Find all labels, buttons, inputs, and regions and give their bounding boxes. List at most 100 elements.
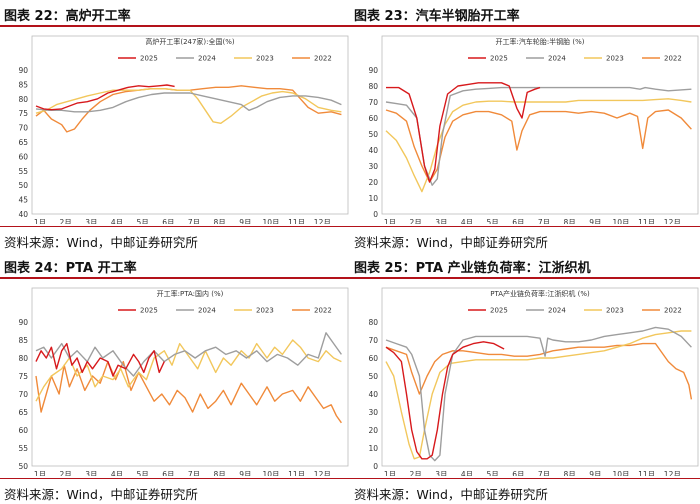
x-tick-label: 10月 xyxy=(612,470,629,476)
legend-label-2024: 2024 xyxy=(548,55,566,63)
source-rule xyxy=(350,478,700,479)
x-tick-label: 12月 xyxy=(314,470,331,476)
x-tick-label: 1月 xyxy=(384,470,396,476)
y-tick-label: 50 xyxy=(18,181,28,190)
x-tick-label: 5月 xyxy=(487,218,499,224)
chart-panel-pta: 图表 24：PTA 开工率 开工率:PTA:国内 (%) 2025 2024 2023… xyxy=(0,252,350,504)
legend-label-2022: 2022 xyxy=(664,55,682,63)
x-tick-label: 8月 xyxy=(564,218,576,224)
y-tick-label: 40 xyxy=(18,210,28,219)
y-tick-label: 40 xyxy=(368,390,378,399)
x-tick-label: 11月 xyxy=(638,470,655,476)
y-tick-label: 45 xyxy=(18,196,28,205)
x-tick-label: 10月 xyxy=(612,218,629,224)
y-tick-label: 75 xyxy=(18,372,28,381)
chart-plot: 高炉开工率(247家):全国(%) 2025 2024 2023 2022 40 45 50 5… xyxy=(18,35,349,224)
source-note: 资料来源：Wind，中邮证券研究所 xyxy=(4,487,198,502)
legend-label-2023: 2023 xyxy=(606,307,624,315)
y-tick-label: 10 xyxy=(368,444,378,453)
chart-panel-blast-furnace: 图表 22：高炉开工率 高炉开工率(247家):全国(%) 2025 2024 202… xyxy=(0,0,350,252)
y-tick-label: 65 xyxy=(18,408,28,417)
x-tick-label: 12月 xyxy=(314,218,331,224)
series-line-2025 xyxy=(386,82,541,183)
panel-title: 图表 23：汽车半钢胎开工率 xyxy=(354,9,520,24)
y-tick-label: 50 xyxy=(368,130,378,139)
x-tick-label: 3月 xyxy=(435,218,447,224)
series-line-2024 xyxy=(385,86,692,186)
x-tick-label: 1月 xyxy=(34,470,46,476)
series-line-2025 xyxy=(35,342,165,377)
x-tick-label: 10月 xyxy=(262,218,279,224)
plot-frame xyxy=(381,35,699,215)
y-tick-label: 80 xyxy=(18,95,28,104)
y-tick-label: 20 xyxy=(368,426,378,435)
x-tick-label: 11月 xyxy=(288,470,305,476)
legend-label-2025: 2025 xyxy=(490,307,508,315)
x-tick-label: 9月 xyxy=(239,470,251,476)
x-tick-label: 12月 xyxy=(664,470,681,476)
y-tick-label: 85 xyxy=(18,80,28,89)
y-tick-label: 30 xyxy=(368,162,378,171)
legend-label-2024: 2024 xyxy=(198,307,216,315)
y-tick-label: 85 xyxy=(18,336,28,345)
series-line-2022 xyxy=(385,342,693,400)
source-rule xyxy=(0,226,350,227)
y-tick-label: 90 xyxy=(368,66,378,75)
chart-title: 高炉开工率(247家):全国(%) xyxy=(145,37,235,46)
source-note: 资料来源：Wind，中邮证券研究所 xyxy=(354,487,548,502)
legend-label-2024: 2024 xyxy=(198,55,216,63)
x-tick-label: 5月 xyxy=(487,470,499,476)
plot-frame xyxy=(381,287,699,467)
series-line-2024 xyxy=(35,332,342,377)
x-tick-label: 10月 xyxy=(262,470,279,476)
y-tick-label: 60 xyxy=(18,426,28,435)
title-rule xyxy=(0,25,350,27)
legend-label-2025: 2025 xyxy=(490,55,508,63)
legend-label-2023: 2023 xyxy=(606,55,624,63)
x-tick-label: 9月 xyxy=(589,218,601,224)
legend-label-2023: 2023 xyxy=(256,55,274,63)
plot-frame xyxy=(31,287,349,467)
legend-label-2022: 2022 xyxy=(314,307,332,315)
x-tick-label: 4月 xyxy=(111,470,123,476)
x-tick-label: 7月 xyxy=(188,470,200,476)
y-tick-label: 80 xyxy=(18,354,28,363)
x-tick-label: 2月 xyxy=(410,470,422,476)
x-tick-label: 7月 xyxy=(188,218,200,224)
plot-frame xyxy=(31,35,349,215)
x-tick-label: 9月 xyxy=(239,218,251,224)
x-tick-label: 2月 xyxy=(60,470,72,476)
x-tick-label: 6月 xyxy=(162,218,174,224)
y-tick-label: 90 xyxy=(18,318,28,327)
y-tick-label: 70 xyxy=(368,336,378,345)
series-line-2025 xyxy=(385,341,505,460)
x-tick-label: 2月 xyxy=(60,218,72,224)
x-tick-label: 4月 xyxy=(461,470,473,476)
panel-title: 图表 25：PTA 产业链负荷率：江浙织机 xyxy=(354,261,591,276)
legend-label-2022: 2022 xyxy=(314,55,332,63)
x-tick-label: 3月 xyxy=(85,470,97,476)
y-tick-label: 65 xyxy=(18,138,28,147)
x-tick-label: 2月 xyxy=(410,218,422,224)
legend-label-2025: 2025 xyxy=(140,307,158,315)
series-line-2023 xyxy=(35,339,342,402)
x-tick-label: 6月 xyxy=(512,470,524,476)
chart-plot: 开工率:汽车轮胎:半钢胎 (%) 2025 2024 2023 2022 0 10 20 30 4… xyxy=(368,35,699,224)
chart-title: 开工率:汽车轮胎:半钢胎 (%) xyxy=(495,37,584,46)
y-tick-label: 40 xyxy=(368,146,378,155)
y-tick-label: 30 xyxy=(368,408,378,417)
y-tick-label: 60 xyxy=(18,152,28,161)
x-tick-label: 1月 xyxy=(384,218,396,224)
panel-title: 图表 24：PTA 开工率 xyxy=(4,261,137,276)
y-tick-label: 60 xyxy=(368,114,378,123)
y-tick-label: 90 xyxy=(18,66,28,75)
chart-title: 开工率:PTA:国内 (%) xyxy=(157,289,224,298)
x-tick-label: 8月 xyxy=(214,470,226,476)
source-rule xyxy=(0,478,350,479)
title-rule xyxy=(0,277,350,279)
chart-panel-semi-steel-tire: 图表 23：汽车半钢胎开工率 开工率:汽车轮胎:半钢胎 (%) 2025 2024 2… xyxy=(350,0,700,252)
chart-plot: PTA产业链负荷率:江浙织机 (%) 2025 2024 2023 2022 0 10 20 3… xyxy=(368,287,699,476)
series-line-2024 xyxy=(35,92,342,113)
y-tick-label: 80 xyxy=(368,82,378,91)
y-tick-label: 60 xyxy=(368,354,378,363)
